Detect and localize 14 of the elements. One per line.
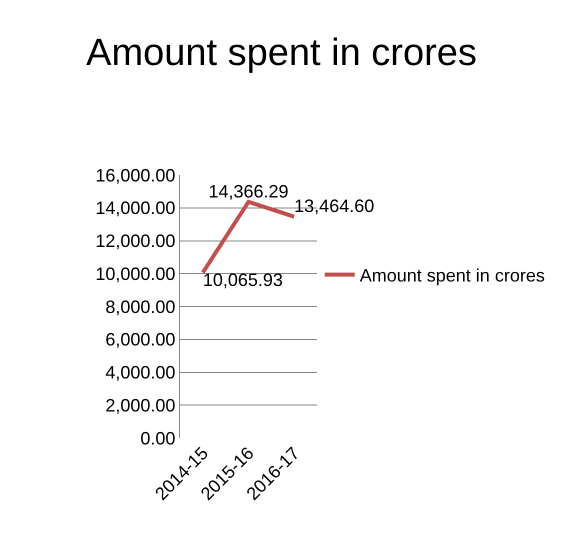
y-tick-label: 10,000.00 xyxy=(95,264,176,284)
y-tick-label: 14,000.00 xyxy=(95,198,176,218)
y-tick-label: 16,000.00 xyxy=(95,165,176,186)
chart-title: Amount spent in crores xyxy=(86,32,477,74)
y-tick-label: 12,000.00 xyxy=(95,231,176,252)
data-label: 13,464.60 xyxy=(294,196,374,216)
data-label: 14,366.29 xyxy=(208,181,289,202)
y-tick-label: 8,000.00 xyxy=(105,296,176,317)
y-tick-label: 4,000.00 xyxy=(105,362,176,383)
data-label: 10,065.93 xyxy=(202,270,283,290)
y-tick-label: 6,000.00 xyxy=(105,330,176,350)
y-tick-label: 0.00 xyxy=(140,428,176,448)
legend-label: Amount spent in crores xyxy=(360,266,545,286)
y-tick-label: 2,000.00 xyxy=(105,395,176,416)
